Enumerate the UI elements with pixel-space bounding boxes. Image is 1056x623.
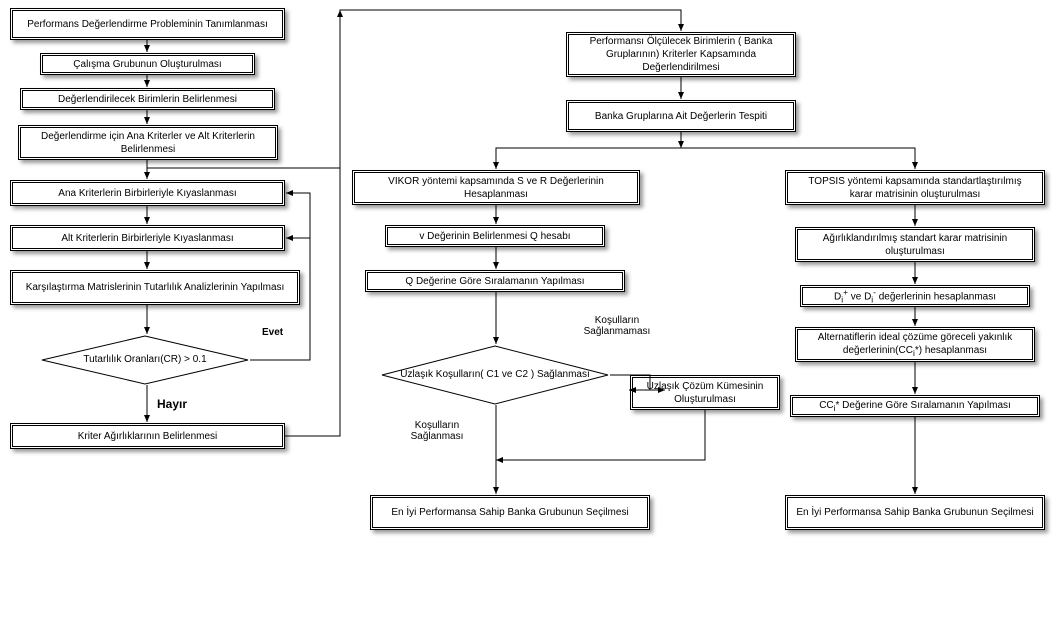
label-evet: Evet (260, 327, 285, 338)
node-distance-calc: Di+ ve Di- değerlerinin hesaplanması (800, 285, 1030, 307)
node-text: Alternatiflerin ideal çözüme göreceli ya… (806, 331, 1024, 359)
node-text: Banka Gruplarına Ait Değerlerin Tespiti (595, 110, 767, 123)
node-text: Karşılaştırma Matrislerinin Tutarlılık A… (26, 281, 285, 294)
node-best-bank-vikor: En İyi Performansa Sahip Banka Grubunun … (370, 495, 650, 530)
node-units-determination: Değerlendirilecek Birimlerin Belirlenmes… (20, 88, 275, 110)
node-text: Değerlendirilecek Birimlerin Belirlenmes… (58, 93, 237, 106)
node-text: Çalışma Grubunun Oluşturulması (73, 58, 221, 71)
node-consistency-analysis: Karşılaştırma Matrislerinin Tutarlılık A… (10, 270, 300, 305)
decision-text: Tutarlılık Oranları(CR) > 0.1 (63, 354, 226, 366)
node-vikor-sr: VIKOR yöntemi kapsamında S ve R Değerler… (352, 170, 640, 205)
node-problem-definition: Performans Değerlendirme Probleminin Tan… (10, 8, 285, 40)
node-team-formation: Çalışma Grubunun Oluşturulması (40, 53, 255, 75)
node-text: Alt Kriterlerin Birbirleriyle Kıyaslanma… (61, 232, 233, 245)
node-bank-values: Banka Gruplarına Ait Değerlerin Tespiti (566, 100, 796, 132)
node-units-evaluation: Performansı Ölçülecek Birimlerin ( Banka… (566, 32, 796, 77)
node-text: TOPSIS yöntemi kapsamında standartlaştır… (796, 175, 1034, 201)
decision-consistency-ratio: Tutarlılık Oranları(CR) > 0.1 (40, 335, 250, 385)
node-main-criteria-compare: Ana Kriterlerin Birbirleriyle Kıyaslanma… (10, 180, 285, 206)
node-weight-determination: Kriter Ağırlıklarının Belirlenmesi (10, 423, 285, 449)
node-text: Kriter Ağırlıklarının Belirlenmesi (78, 430, 218, 443)
node-best-bank-topsis: En İyi Performansa Sahip Banka Grubunun … (785, 495, 1045, 530)
node-text: Di+ ve Di- değerlerinin hesaplanması (834, 287, 996, 305)
decision-compromise: Uzlaşık Koşulların( C1 ve C2 ) Sağlanmas… (380, 345, 610, 405)
node-text: Performansı Ölçülecek Birimlerin ( Banka… (577, 35, 785, 74)
decision-text: Uzlaşık Koşulların( C1 ve C2 ) Sağlanmas… (380, 369, 610, 381)
node-closeness-calc: Alternatiflerin ideal çözüme göreceli ya… (795, 327, 1035, 362)
node-cc-ranking: CCi* Değerine Göre Sıralamanın Yapılması (790, 395, 1040, 417)
node-text: v Değerinin Belirlenmesi Q hesabı (419, 230, 570, 243)
node-text: En İyi Performansa Sahip Banka Grubunun … (391, 506, 628, 519)
node-text: CCi* Değerine Göre Sıralamanın Yapılması (819, 399, 1011, 414)
node-v-value: v Değerinin Belirlenmesi Q hesabı (385, 225, 605, 247)
node-text: En İyi Performansa Sahip Banka Grubunun … (796, 506, 1033, 519)
node-q-ranking: Q Değerine Göre Sıralamanın Yapılması (365, 270, 625, 292)
node-text: Performans Değerlendirme Probleminin Tan… (27, 18, 267, 31)
label-conditions-met: Koşulların Sağlanması (395, 420, 479, 442)
node-sub-criteria-compare: Alt Kriterlerin Birbirleriyle Kıyaslanma… (10, 225, 285, 251)
node-text: VIKOR yöntemi kapsamında S ve R Değerler… (363, 175, 629, 201)
node-compromise-solution: Uzlaşık Çözüm Kümesinin Oluşturulması (630, 375, 780, 410)
label-hayir: Hayır (155, 397, 189, 411)
node-text: Uzlaşık Çözüm Kümesinin Oluşturulması (641, 380, 769, 406)
node-criteria-definition: Değerlendirme için Ana Kriterler ve Alt … (18, 125, 278, 160)
node-topsis-normalized: TOPSIS yöntemi kapsamında standartlaştır… (785, 170, 1045, 205)
node-text: Q Değerine Göre Sıralamanın Yapılması (405, 275, 584, 288)
node-weighted-matrix: Ağırlıklandırılmış standart karar matris… (795, 227, 1035, 262)
label-conditions-not-met: Koşulların Sağlanmaması (575, 315, 659, 337)
node-text: Ana Kriterlerin Birbirleriyle Kıyaslanma… (58, 187, 236, 200)
node-text: Ağırlıklandırılmış standart karar matris… (806, 232, 1024, 258)
node-text: Değerlendirme için Ana Kriterler ve Alt … (29, 130, 267, 156)
